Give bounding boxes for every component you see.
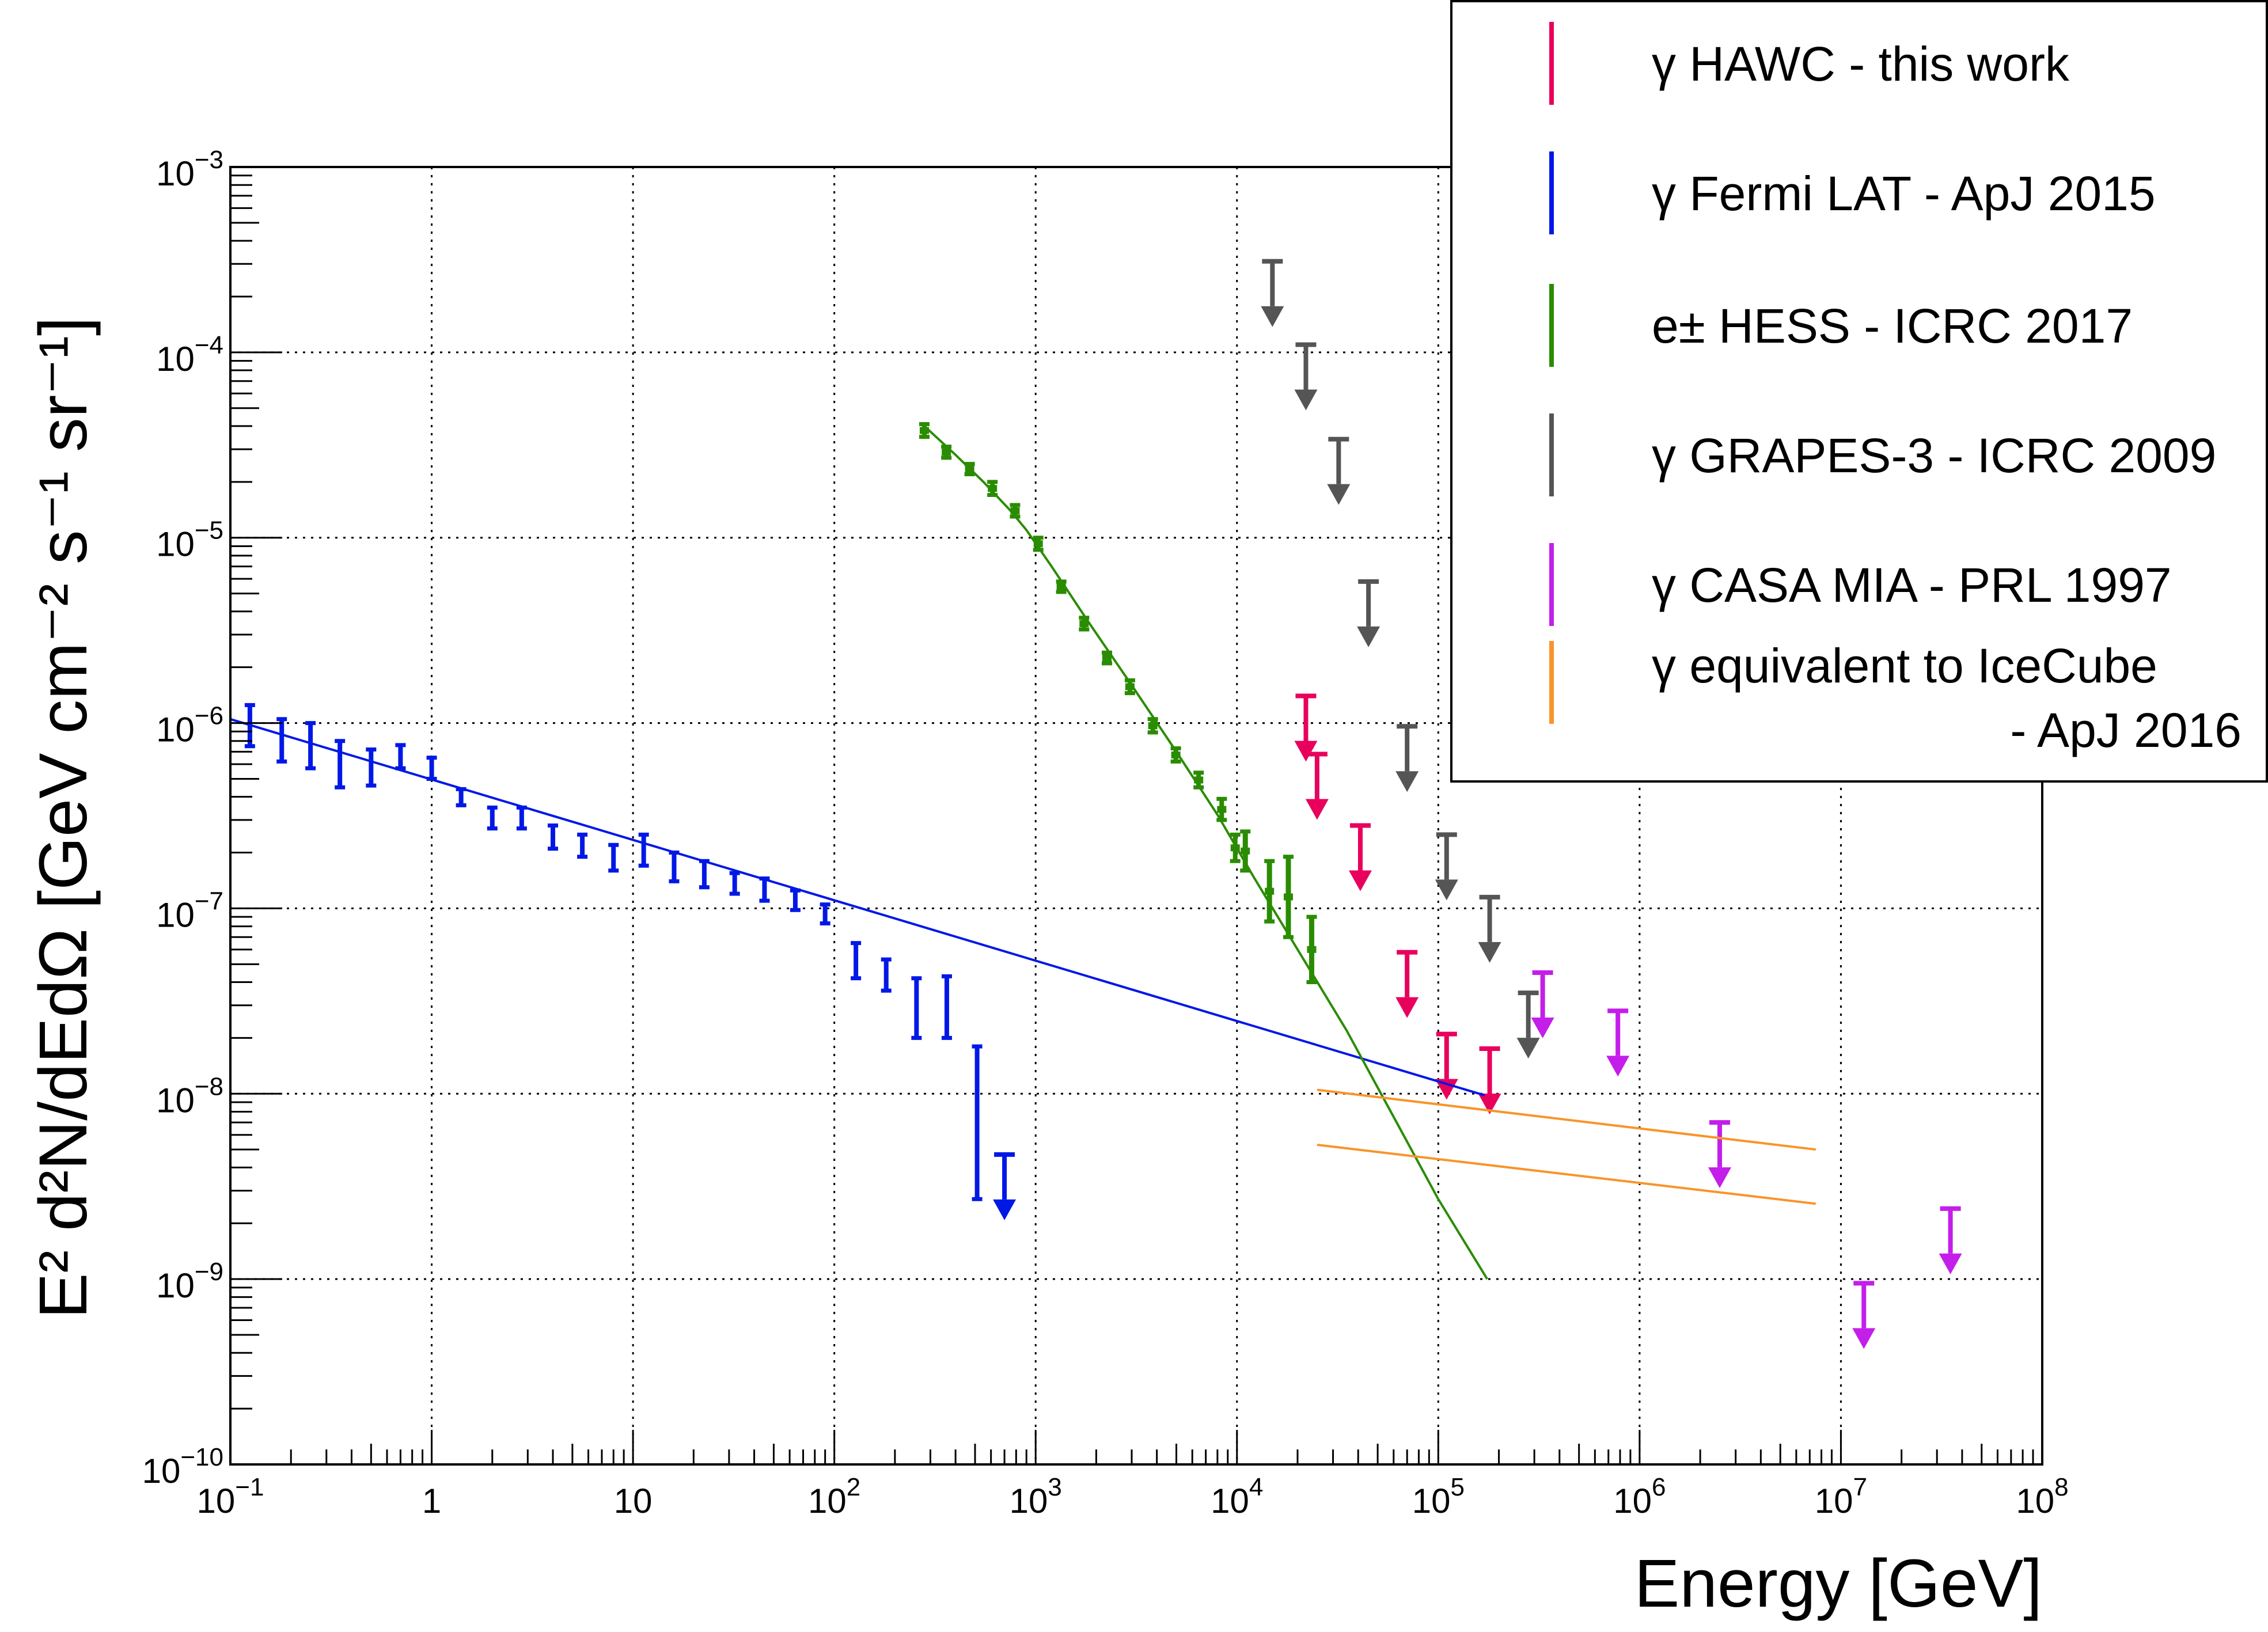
upper-limit-arrow	[1606, 1056, 1630, 1077]
data-point	[919, 427, 929, 434]
data-point	[1171, 751, 1181, 758]
legend-entry-casa: γ CASA MIA - PRL 1997	[1549, 543, 2172, 626]
series-icecube	[1317, 1088, 1816, 1205]
x-tick-label: 102	[808, 1473, 860, 1520]
x-tick-label: 107	[1815, 1473, 1867, 1520]
data-point	[1241, 847, 1250, 855]
legend-label: γ Fermi LAT - ApJ 2015	[1652, 166, 2156, 221]
legend-entry-fermi: γ Fermi LAT - ApJ 2015	[1549, 151, 2156, 234]
series-casa	[1531, 970, 1962, 1349]
upper-limit-arrow	[1531, 1018, 1554, 1039]
y-tick-label: 10−9	[156, 1258, 223, 1305]
x-tick-label: 10−1	[197, 1473, 264, 1520]
upper-limit-arrow	[1327, 484, 1351, 505]
legend-label: γ equivalent to IceCube	[1652, 639, 2157, 693]
series-hawc	[1294, 693, 1501, 1115]
upper-limit-arrow	[1478, 942, 1501, 963]
y-tick-label: 10−8	[156, 1072, 223, 1119]
upper-limit-arrow	[1294, 389, 1318, 411]
upper-limit-arrow	[1348, 870, 1372, 891]
axis-ticks	[229, 166, 2043, 1466]
fit-line	[923, 425, 1489, 1280]
data-point	[1148, 722, 1158, 730]
legend-label: - ApJ 2016	[2010, 703, 2242, 757]
legend-label: e± HESS - ICRC 2017	[1652, 299, 2133, 353]
y-tick-label: 10−6	[156, 702, 223, 749]
y-tick-label: 10−4	[156, 331, 223, 378]
upper-limit-arrow	[1294, 741, 1318, 762]
data-point	[1010, 507, 1020, 515]
data-point	[965, 465, 974, 473]
legend-entry-hess: e± HESS - ICRC 2017	[1549, 284, 2133, 367]
upper-limit-arrow	[993, 1199, 1017, 1220]
legend-label: γ HAWC - this work	[1652, 37, 2070, 91]
upper-limit-arrow	[1852, 1328, 1876, 1349]
legend-entry-icecube: γ equivalent to IceCube - ApJ 2016	[1549, 639, 2242, 757]
y-tick-label: 10−3	[156, 146, 223, 193]
data-point	[942, 449, 951, 456]
upper-limit-arrow	[1435, 1079, 1458, 1100]
legend-box	[1450, 0, 2268, 783]
y-tick-label: 10−7	[156, 887, 223, 934]
x-tick-label: 1	[422, 1482, 441, 1520]
y-tick-label: 10−10	[142, 1443, 223, 1490]
x-tick-label: 106	[1613, 1473, 1666, 1520]
data-point	[1194, 776, 1204, 784]
data-point	[1033, 540, 1043, 548]
data-point	[1079, 620, 1089, 627]
upper-limit-arrow	[1516, 1038, 1540, 1059]
upper-limit-arrow	[1939, 1253, 1962, 1274]
data-point	[1056, 583, 1066, 590]
legend: γ HAWC - this work γ Fermi LAT - ApJ 2015…	[1450, 0, 2268, 783]
y-tick-label: 10−5	[156, 517, 223, 564]
x-tick-label: 10	[614, 1482, 653, 1520]
upper-limit-arrow	[1357, 626, 1380, 647]
x-tick-label: 104	[1211, 1473, 1263, 1520]
upper-limit-arrow	[1261, 306, 1284, 327]
upper-limit-arrow	[1708, 1167, 1731, 1189]
upper-limit-arrow	[1478, 1094, 1501, 1115]
plot-frame	[229, 166, 2043, 1466]
upper-limit-arrow	[1435, 879, 1458, 901]
data-point	[1265, 887, 1275, 895]
axis-tick-labels: 10−1 1 10 102 103 104 105 106 107 108 10−10 10−9 10−…	[142, 146, 2069, 1520]
flux-line	[1317, 1144, 1816, 1205]
x-tick-label: 108	[2016, 1473, 2068, 1520]
upper-limit-arrow	[1395, 771, 1419, 792]
x-axis-title: Energy [GeV]	[1634, 1546, 2042, 1622]
series-grapes	[1261, 259, 1540, 1059]
legend-label: γ CASA MIA - PRL 1997	[1652, 558, 2172, 612]
series-layer	[230, 259, 1962, 1349]
data-point	[988, 485, 998, 492]
data-point	[1102, 654, 1112, 662]
fit-line	[230, 718, 1485, 1097]
data-point	[1284, 893, 1294, 901]
flux-line	[1317, 1088, 1816, 1151]
upper-limit-arrow	[1305, 799, 1329, 820]
x-tick-label: 103	[1010, 1473, 1062, 1520]
legend-entry-grapes: γ GRAPES-3 - ICRC 2009	[1549, 413, 2216, 496]
data-point	[1230, 844, 1240, 852]
series-hess	[919, 422, 1489, 1280]
legend-label: γ GRAPES-3 - ICRC 2009	[1652, 428, 2216, 483]
series-fermi	[230, 703, 1485, 1220]
upper-limit-arrow	[1395, 997, 1419, 1018]
x-tick-label: 105	[1412, 1473, 1465, 1520]
data-point	[1307, 946, 1317, 953]
y-axis-title: E² d²N/dEdΩ [GeV cm⁻² s⁻¹ sr⁻¹]	[25, 317, 101, 1319]
data-point	[1217, 806, 1227, 813]
data-point	[1125, 683, 1135, 690]
legend-entry-hawc: γ HAWC - this work	[1549, 22, 2070, 105]
